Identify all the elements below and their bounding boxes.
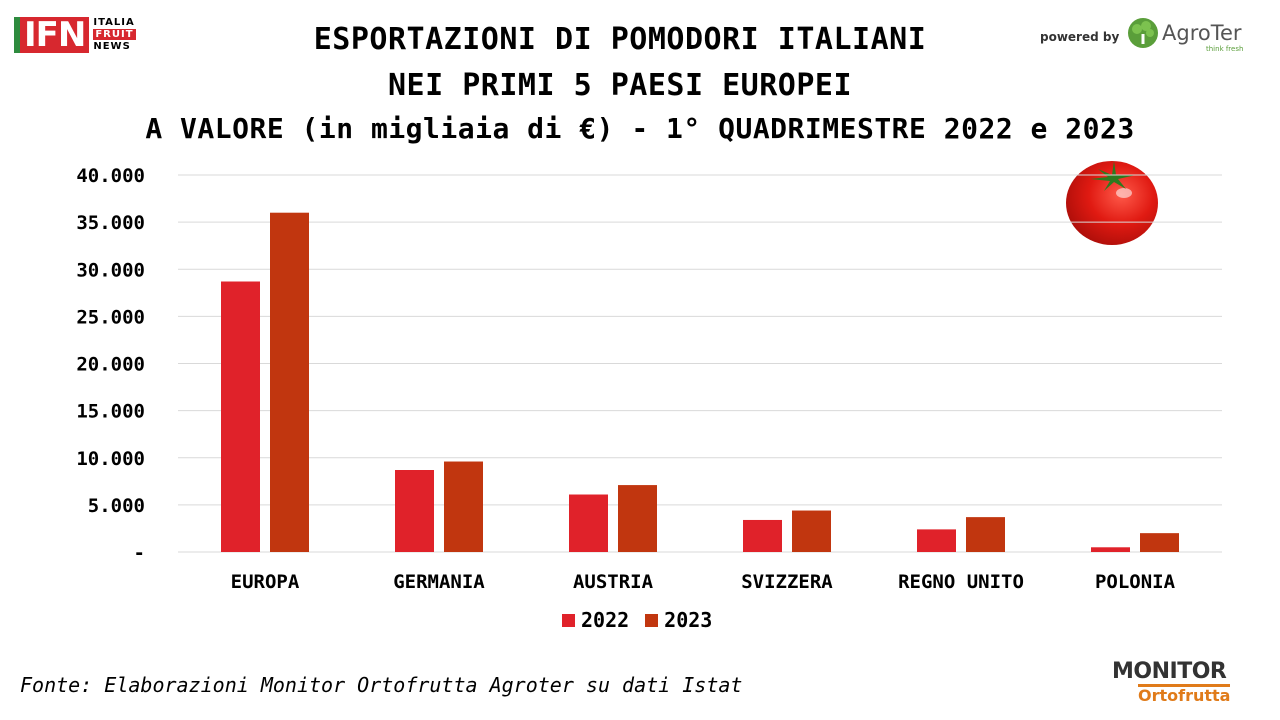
tree-icon: [1128, 18, 1158, 48]
bar-2023-polonia: [1140, 533, 1179, 552]
powered-by-label: powered by: [1040, 30, 1120, 44]
ifn-logo-word3: NEWS: [93, 41, 131, 52]
tomato-icon: [1066, 161, 1158, 245]
monitor-logo-word: MONITOR: [1112, 659, 1227, 684]
y-tick-label: 30.000: [76, 259, 145, 281]
bar-2022-svizzera: [743, 519, 782, 552]
legend-item-2023: 2023: [645, 608, 712, 632]
chart-title-line2: NEI PRIMI 5 PAESI EUROPEI: [387, 68, 853, 103]
x-tick-label: GERMANIA: [393, 571, 485, 593]
legend: 2022 2023: [562, 608, 728, 632]
legend-swatch-2022: [562, 613, 575, 627]
y-tick-label: 5.000: [88, 495, 145, 517]
source-note: Fonte: Elaborazioni Monitor Ortofrutta A…: [20, 673, 743, 697]
legend-label-2023: 2023: [664, 608, 713, 632]
bar-2023-europa: [270, 212, 309, 552]
y-tick-label: -: [134, 542, 145, 564]
x-tick-label: REGNO UNITO: [898, 571, 1024, 593]
agroter-tagline: think fresh: [1206, 45, 1244, 53]
y-tick-label: 40.000: [76, 165, 145, 187]
ifn-logo: IFN ITALIA FRUIT NEWS: [14, 14, 136, 56]
y-tick-label: 35.000: [76, 212, 145, 234]
legend-swatch-2023: [645, 613, 659, 627]
bar-2023-germania: [444, 461, 483, 552]
bar-2023-regno-unito: [966, 517, 1005, 552]
gridlines: [178, 174, 1222, 553]
x-tick-label: POLONIA: [1095, 571, 1176, 593]
x-axis-ticks: EUROPA GERMANIA AUSTRIA SVIZZERA REGNO UNITO…: [231, 571, 1176, 593]
bar-2023-svizzera: [792, 510, 831, 552]
legend-item-2022: 2022: [562, 608, 629, 632]
y-tick-label: 20.000: [76, 354, 145, 376]
monitor-ortofrutta-logo: MONITOR Ortofrutta: [1112, 660, 1252, 704]
legend-label-2022: 2022: [581, 608, 630, 632]
bar-2022-regno-unito: [917, 529, 956, 552]
bars: [221, 212, 1179, 552]
ifn-logo-mark: IFN: [14, 17, 90, 53]
x-tick-label: EUROPA: [231, 571, 300, 593]
ortofrutta-logo-word: Ortofrutta: [1138, 684, 1231, 705]
chart-title-line1: ESPORTAZIONI DI POMODORI ITALIANI: [313, 22, 927, 57]
chart-subtitle: A VALORE (in migliaia di €) - 1° QUADRIM…: [145, 112, 1135, 145]
bar-2023-austria: [618, 485, 657, 552]
x-tick-label: AUSTRIA: [573, 571, 654, 593]
y-tick-label: 25.000: [76, 306, 145, 328]
ifn-logo-word2: FRUIT: [93, 29, 136, 40]
y-tick-label: 15.000: [76, 401, 145, 423]
y-tick-label: 10.000: [76, 448, 145, 470]
agroter-name: AgroTer: [1162, 21, 1242, 45]
bar-2022-polonia: [1091, 547, 1130, 552]
ifn-logo-words: ITALIA FRUIT NEWS: [93, 17, 136, 53]
x-tick-label: SVIZZERA: [741, 571, 833, 593]
bar-2022-germania: [395, 470, 434, 552]
bar-2022-austria: [569, 494, 608, 552]
y-axis-ticks: - 5.000 10.000 15.000 20.000 25.000 30.000 35.0…: [76, 165, 145, 564]
agroter-logo: AgroTer: [1126, 16, 1242, 50]
ifn-logo-word1: ITALIA: [93, 17, 135, 28]
bar-2022-europa: [221, 281, 260, 552]
